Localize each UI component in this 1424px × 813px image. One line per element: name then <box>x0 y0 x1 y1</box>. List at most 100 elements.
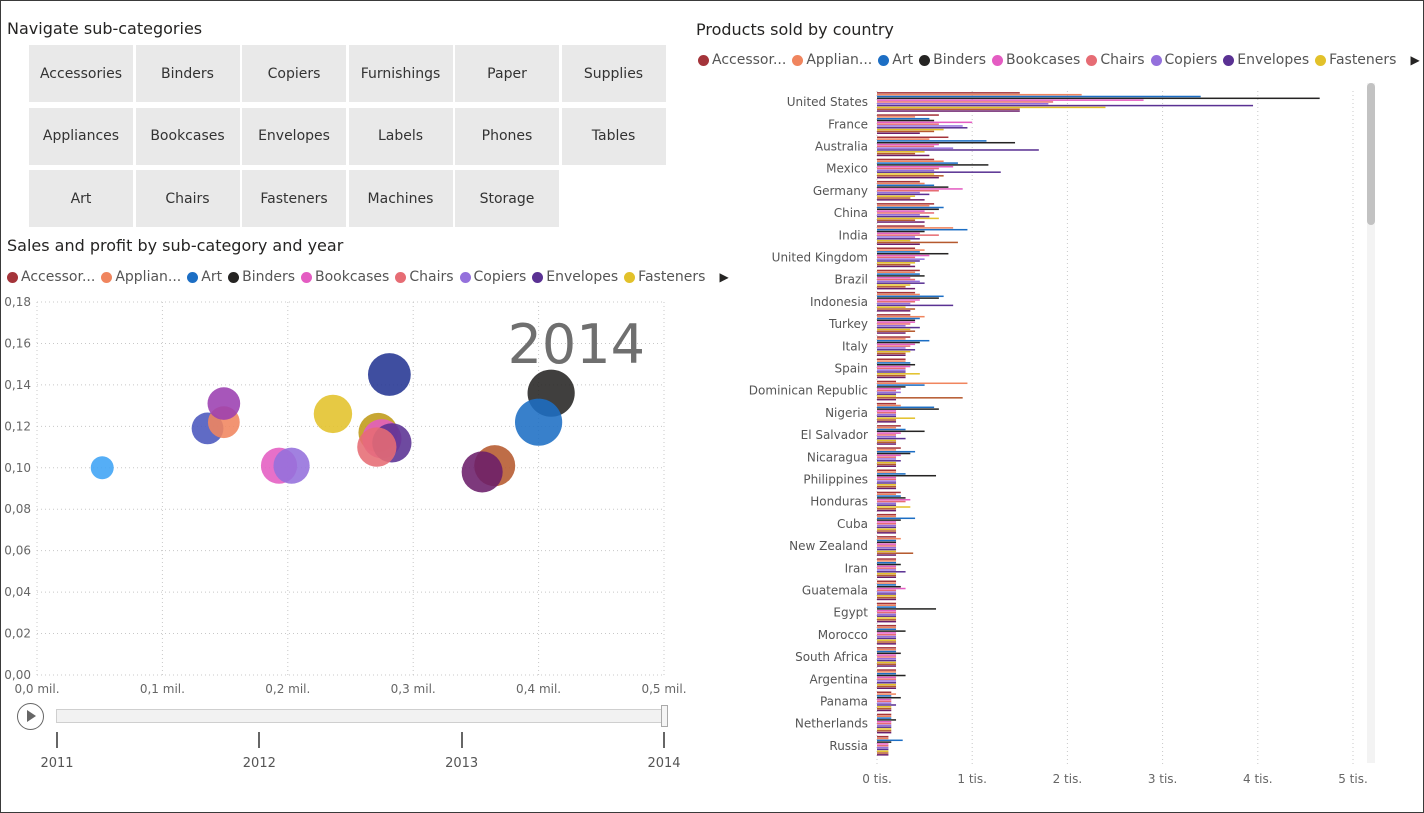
bar-netherlands[interactable] <box>877 730 892 732</box>
bar-guatemala[interactable] <box>877 584 897 586</box>
bar-nigeria[interactable] <box>877 406 935 409</box>
bar-panama[interactable] <box>877 696 901 699</box>
bar-russia[interactable] <box>877 741 892 743</box>
bar-mexico[interactable] <box>877 169 935 172</box>
bar-india[interactable] <box>877 239 911 242</box>
bar-philippines[interactable] <box>877 487 897 490</box>
bar-italy[interactable] <box>877 347 906 349</box>
bar-united-states[interactable] <box>877 106 1106 109</box>
bar-guatemala[interactable] <box>877 585 901 588</box>
bar-nigeria[interactable] <box>877 417 916 419</box>
play-button[interactable] <box>17 703 44 730</box>
bar-nicaragua[interactable] <box>877 463 897 466</box>
bar-panama[interactable] <box>877 693 897 695</box>
bar-china[interactable] <box>877 208 939 211</box>
bar-italy[interactable] <box>877 336 911 338</box>
bar-legend-item-fasteners[interactable]: Fasteners <box>1315 52 1396 68</box>
bar-argentina[interactable] <box>877 685 897 688</box>
bar-united-states[interactable] <box>877 101 1054 103</box>
bar-turkey[interactable] <box>877 325 906 327</box>
bar-united-kingdom[interactable] <box>877 247 916 250</box>
bar-indonesia[interactable] <box>877 297 939 299</box>
bar-mexico[interactable] <box>877 165 954 168</box>
bar-united-kingdom[interactable] <box>877 249 925 251</box>
bar-germany[interactable] <box>877 180 920 183</box>
bar-france[interactable] <box>877 121 973 124</box>
bar-new-zealand[interactable] <box>877 545 897 547</box>
bar-philippines[interactable] <box>877 485 897 488</box>
bubble-legend-item-binders[interactable]: Binders <box>228 269 295 285</box>
slicer-button-paper[interactable]: Paper <box>455 45 559 102</box>
bar-honduras[interactable] <box>877 493 897 496</box>
bar-el-salvador[interactable] <box>877 436 897 438</box>
bar-dominican-republic[interactable] <box>877 387 901 390</box>
bar-germany[interactable] <box>877 199 925 201</box>
bar-legend-item-bookcases[interactable]: Bookcases <box>992 52 1080 68</box>
bar-brazil[interactable] <box>877 271 916 274</box>
bar-nicaragua[interactable] <box>877 454 901 457</box>
bar-turkey[interactable] <box>877 314 911 316</box>
bar-india[interactable] <box>877 238 920 240</box>
bar-united-states[interactable] <box>877 97 1320 100</box>
bar-nicaragua[interactable] <box>877 465 897 467</box>
bar-indonesia[interactable] <box>877 308 916 310</box>
bar-spain[interactable] <box>877 360 906 362</box>
bar-spain[interactable] <box>877 373 920 375</box>
bar-netherlands[interactable] <box>877 717 892 719</box>
bar-turkey[interactable] <box>877 330 916 332</box>
bubble-legend-item-accessor[interactable]: Accessor... <box>7 269 95 285</box>
bar-legend-item-art[interactable]: Art <box>878 52 913 68</box>
bar-dominican-republic[interactable] <box>877 380 897 383</box>
slicer-button-furnishings[interactable]: Furnishings <box>348 45 453 102</box>
bar-russia[interactable] <box>877 743 889 745</box>
bar-egypt[interactable] <box>877 606 897 608</box>
bar-cuba[interactable] <box>877 513 897 516</box>
bar-cuba[interactable] <box>877 519 901 521</box>
bar-panama[interactable] <box>877 691 892 694</box>
bar-nicaragua[interactable] <box>877 447 901 449</box>
bar-united-states[interactable] <box>877 104 1254 107</box>
bar-italy[interactable] <box>877 345 911 347</box>
bar-brazil[interactable] <box>877 278 916 281</box>
bar-legend-item-envelopes[interactable]: Envelopes <box>1223 52 1309 68</box>
bar-russia[interactable] <box>877 739 903 742</box>
bar-panama[interactable] <box>877 695 892 697</box>
bar-russia[interactable] <box>877 752 889 754</box>
bar-philippines[interactable] <box>877 474 937 477</box>
bar-australia[interactable] <box>877 149 1039 151</box>
bar-egypt[interactable] <box>877 604 897 607</box>
bar-morocco[interactable] <box>877 624 897 627</box>
bar-honduras[interactable] <box>877 498 911 501</box>
bar-united-kingdom[interactable] <box>877 265 916 268</box>
bar-germany[interactable] <box>877 197 911 199</box>
bar-united-states[interactable] <box>877 93 1082 96</box>
bar-italy[interactable] <box>877 354 906 356</box>
bar-iran[interactable] <box>877 576 897 578</box>
bar-india[interactable] <box>877 236 916 238</box>
slicer-button-bookcases[interactable]: Bookcases <box>135 107 240 165</box>
bar-south-africa[interactable] <box>877 665 897 667</box>
bar-argentina[interactable] <box>877 671 897 673</box>
bar-united-kingdom[interactable] <box>877 254 930 257</box>
bar-panama[interactable] <box>877 706 892 708</box>
bar-south-africa[interactable] <box>877 658 897 660</box>
bar-france[interactable] <box>877 130 935 133</box>
bar-cuba[interactable] <box>877 532 897 534</box>
bar-china[interactable] <box>877 206 944 209</box>
bar-new-zealand[interactable] <box>877 550 897 553</box>
bar-argentina[interactable] <box>877 676 897 679</box>
bar-honduras[interactable] <box>877 502 897 505</box>
bar-south-africa[interactable] <box>877 656 897 658</box>
bar-turkey[interactable] <box>877 323 911 325</box>
bar-india[interactable] <box>877 234 939 236</box>
bar-argentina[interactable] <box>877 687 897 689</box>
bar-new-zealand[interactable] <box>877 537 901 540</box>
bar-france[interactable] <box>877 128 944 131</box>
bar-dominican-republic[interactable] <box>877 391 901 394</box>
bar-russia[interactable] <box>877 746 889 749</box>
bar-morocco[interactable] <box>877 641 897 643</box>
bar-iran[interactable] <box>877 574 897 577</box>
bubble-point[interactable] <box>207 387 241 420</box>
bar-philippines[interactable] <box>877 482 897 484</box>
bar-indonesia[interactable] <box>877 302 911 305</box>
